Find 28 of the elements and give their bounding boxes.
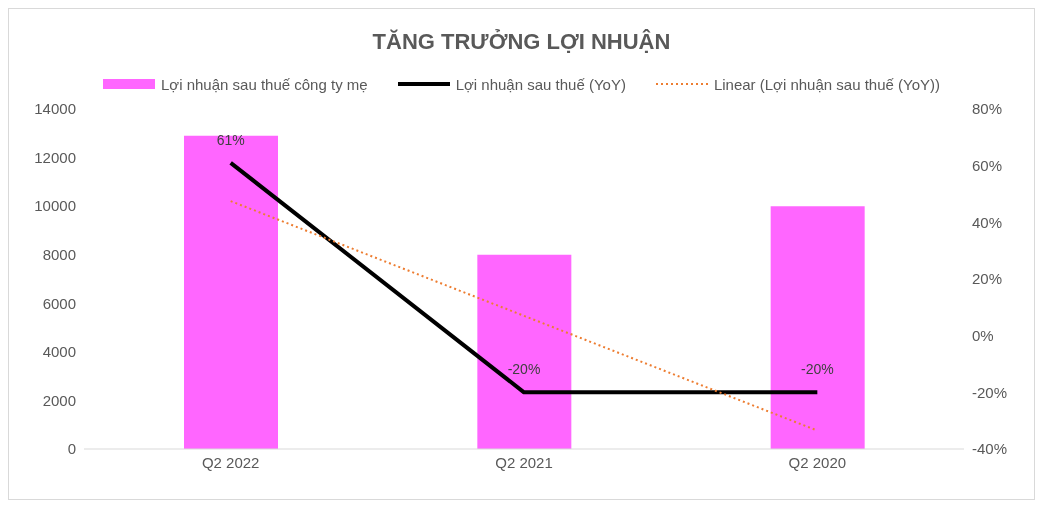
legend-label: Linear (Lợi nhuận sau thuế (YoY)) xyxy=(713,75,940,93)
y-tick-label: 8000 xyxy=(42,246,76,264)
data-label: 61% xyxy=(216,131,245,148)
y2-tick-label: 80% xyxy=(972,100,1003,118)
y2-tick-label: 60% xyxy=(972,156,1003,174)
y-tick-label: 0 xyxy=(67,440,76,458)
y2-tick-label: -20% xyxy=(972,383,1008,401)
y-tick-label: 4000 xyxy=(42,343,76,361)
bar xyxy=(477,254,572,449)
y-tick-label: 2000 xyxy=(42,391,76,409)
y-tick-label: 6000 xyxy=(42,294,76,312)
y2-tick-label: 20% xyxy=(972,270,1003,288)
legend-label: Lợi nhuận sau thuế công ty mẹ xyxy=(161,75,368,93)
legend-label: Lợi nhuận sau thuế (YoY) xyxy=(455,75,626,93)
bar xyxy=(770,206,865,449)
y-tick-label: 14000 xyxy=(34,100,76,118)
bar xyxy=(184,135,278,449)
x-tick-label: Q2 2021 xyxy=(495,453,553,471)
data-label: -20% xyxy=(507,361,541,378)
y-tick-label: 12000 xyxy=(34,148,76,166)
y2-tick-label: 0% xyxy=(972,326,994,344)
chart-title: TĂNG TRƯỞNG LỢI NHUẬN xyxy=(371,28,672,56)
x-tick-label: Q2 2020 xyxy=(788,453,847,471)
data-label: -20% xyxy=(800,361,834,378)
y2-tick-label: 40% xyxy=(972,213,1003,231)
y-tick-label: 10000 xyxy=(34,197,76,215)
x-tick-label: Q2 2022 xyxy=(201,453,260,471)
y2-tick-label: -40% xyxy=(972,440,1008,458)
